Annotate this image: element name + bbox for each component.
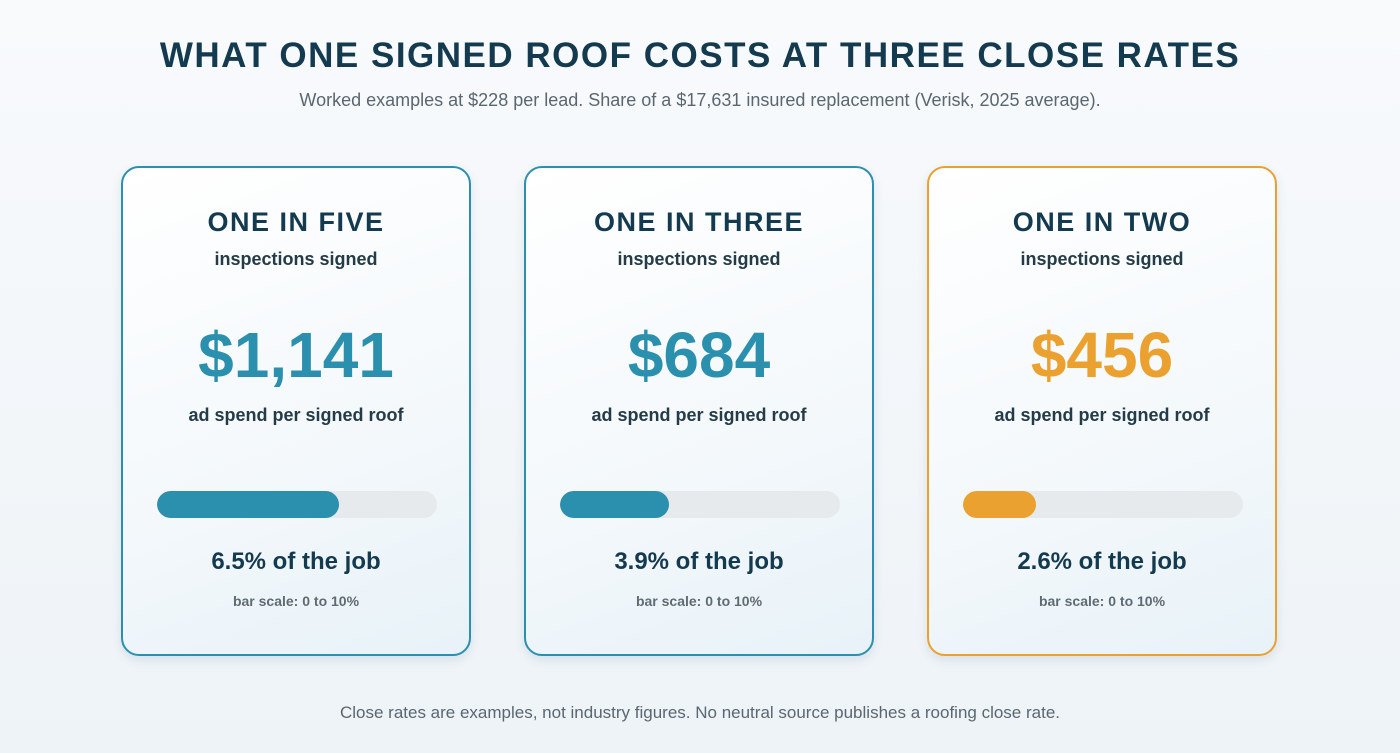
card-one-in-three: ONE IN THREE inspections signed $684 ad … (524, 166, 874, 656)
cost-per-roof-label: ad spend per signed roof (994, 405, 1210, 425)
close-rate-subheading: inspections signed (1020, 249, 1184, 269)
page-subtitle: Worked examples at $228 per lead. Share … (299, 90, 1101, 110)
share-of-job-text: 3.9% of the job (614, 548, 784, 575)
share-bar-fill (157, 491, 339, 518)
share-of-job-text: 2.6% of the job (1017, 548, 1187, 575)
close-rate-heading: ONE IN TWO (1012, 207, 1192, 237)
cost-per-roof-label: ad spend per signed roof (188, 405, 404, 425)
bar-scale-note: bar scale: 0 to 10% (232, 593, 360, 609)
page-title: WHAT ONE SIGNED ROOF COSTS AT THREE CLOS… (159, 36, 1241, 75)
share-bar-track (963, 491, 1243, 518)
cost-per-roof-value: $684 (627, 319, 771, 391)
close-rate-heading: ONE IN THREE (593, 207, 805, 237)
cost-per-roof-value: $456 (1030, 319, 1174, 391)
close-rate-subheading: inspections signed (214, 249, 378, 269)
share-bar-track (157, 491, 437, 518)
close-rate-heading: ONE IN FIVE (207, 207, 385, 237)
share-bar-fill (560, 491, 670, 518)
cost-per-roof-label: ad spend per signed roof (591, 405, 807, 425)
card-one-in-five: ONE IN FIVE inspections signed $1,141 ad… (121, 166, 471, 656)
close-rate-subheading: inspections signed (617, 249, 781, 269)
footer-note: Close rates are examples, not industry f… (339, 703, 1061, 722)
share-of-job-text: 6.5% of the job (211, 548, 381, 575)
card-one-in-two: ONE IN TWO inspections signed $456 ad sp… (927, 166, 1277, 656)
share-bar-fill (963, 491, 1036, 518)
cost-per-roof-value: $1,141 (198, 319, 394, 391)
bar-scale-note: bar scale: 0 to 10% (1038, 593, 1166, 609)
share-bar-track (560, 491, 840, 518)
bar-scale-note: bar scale: 0 to 10% (635, 593, 763, 609)
